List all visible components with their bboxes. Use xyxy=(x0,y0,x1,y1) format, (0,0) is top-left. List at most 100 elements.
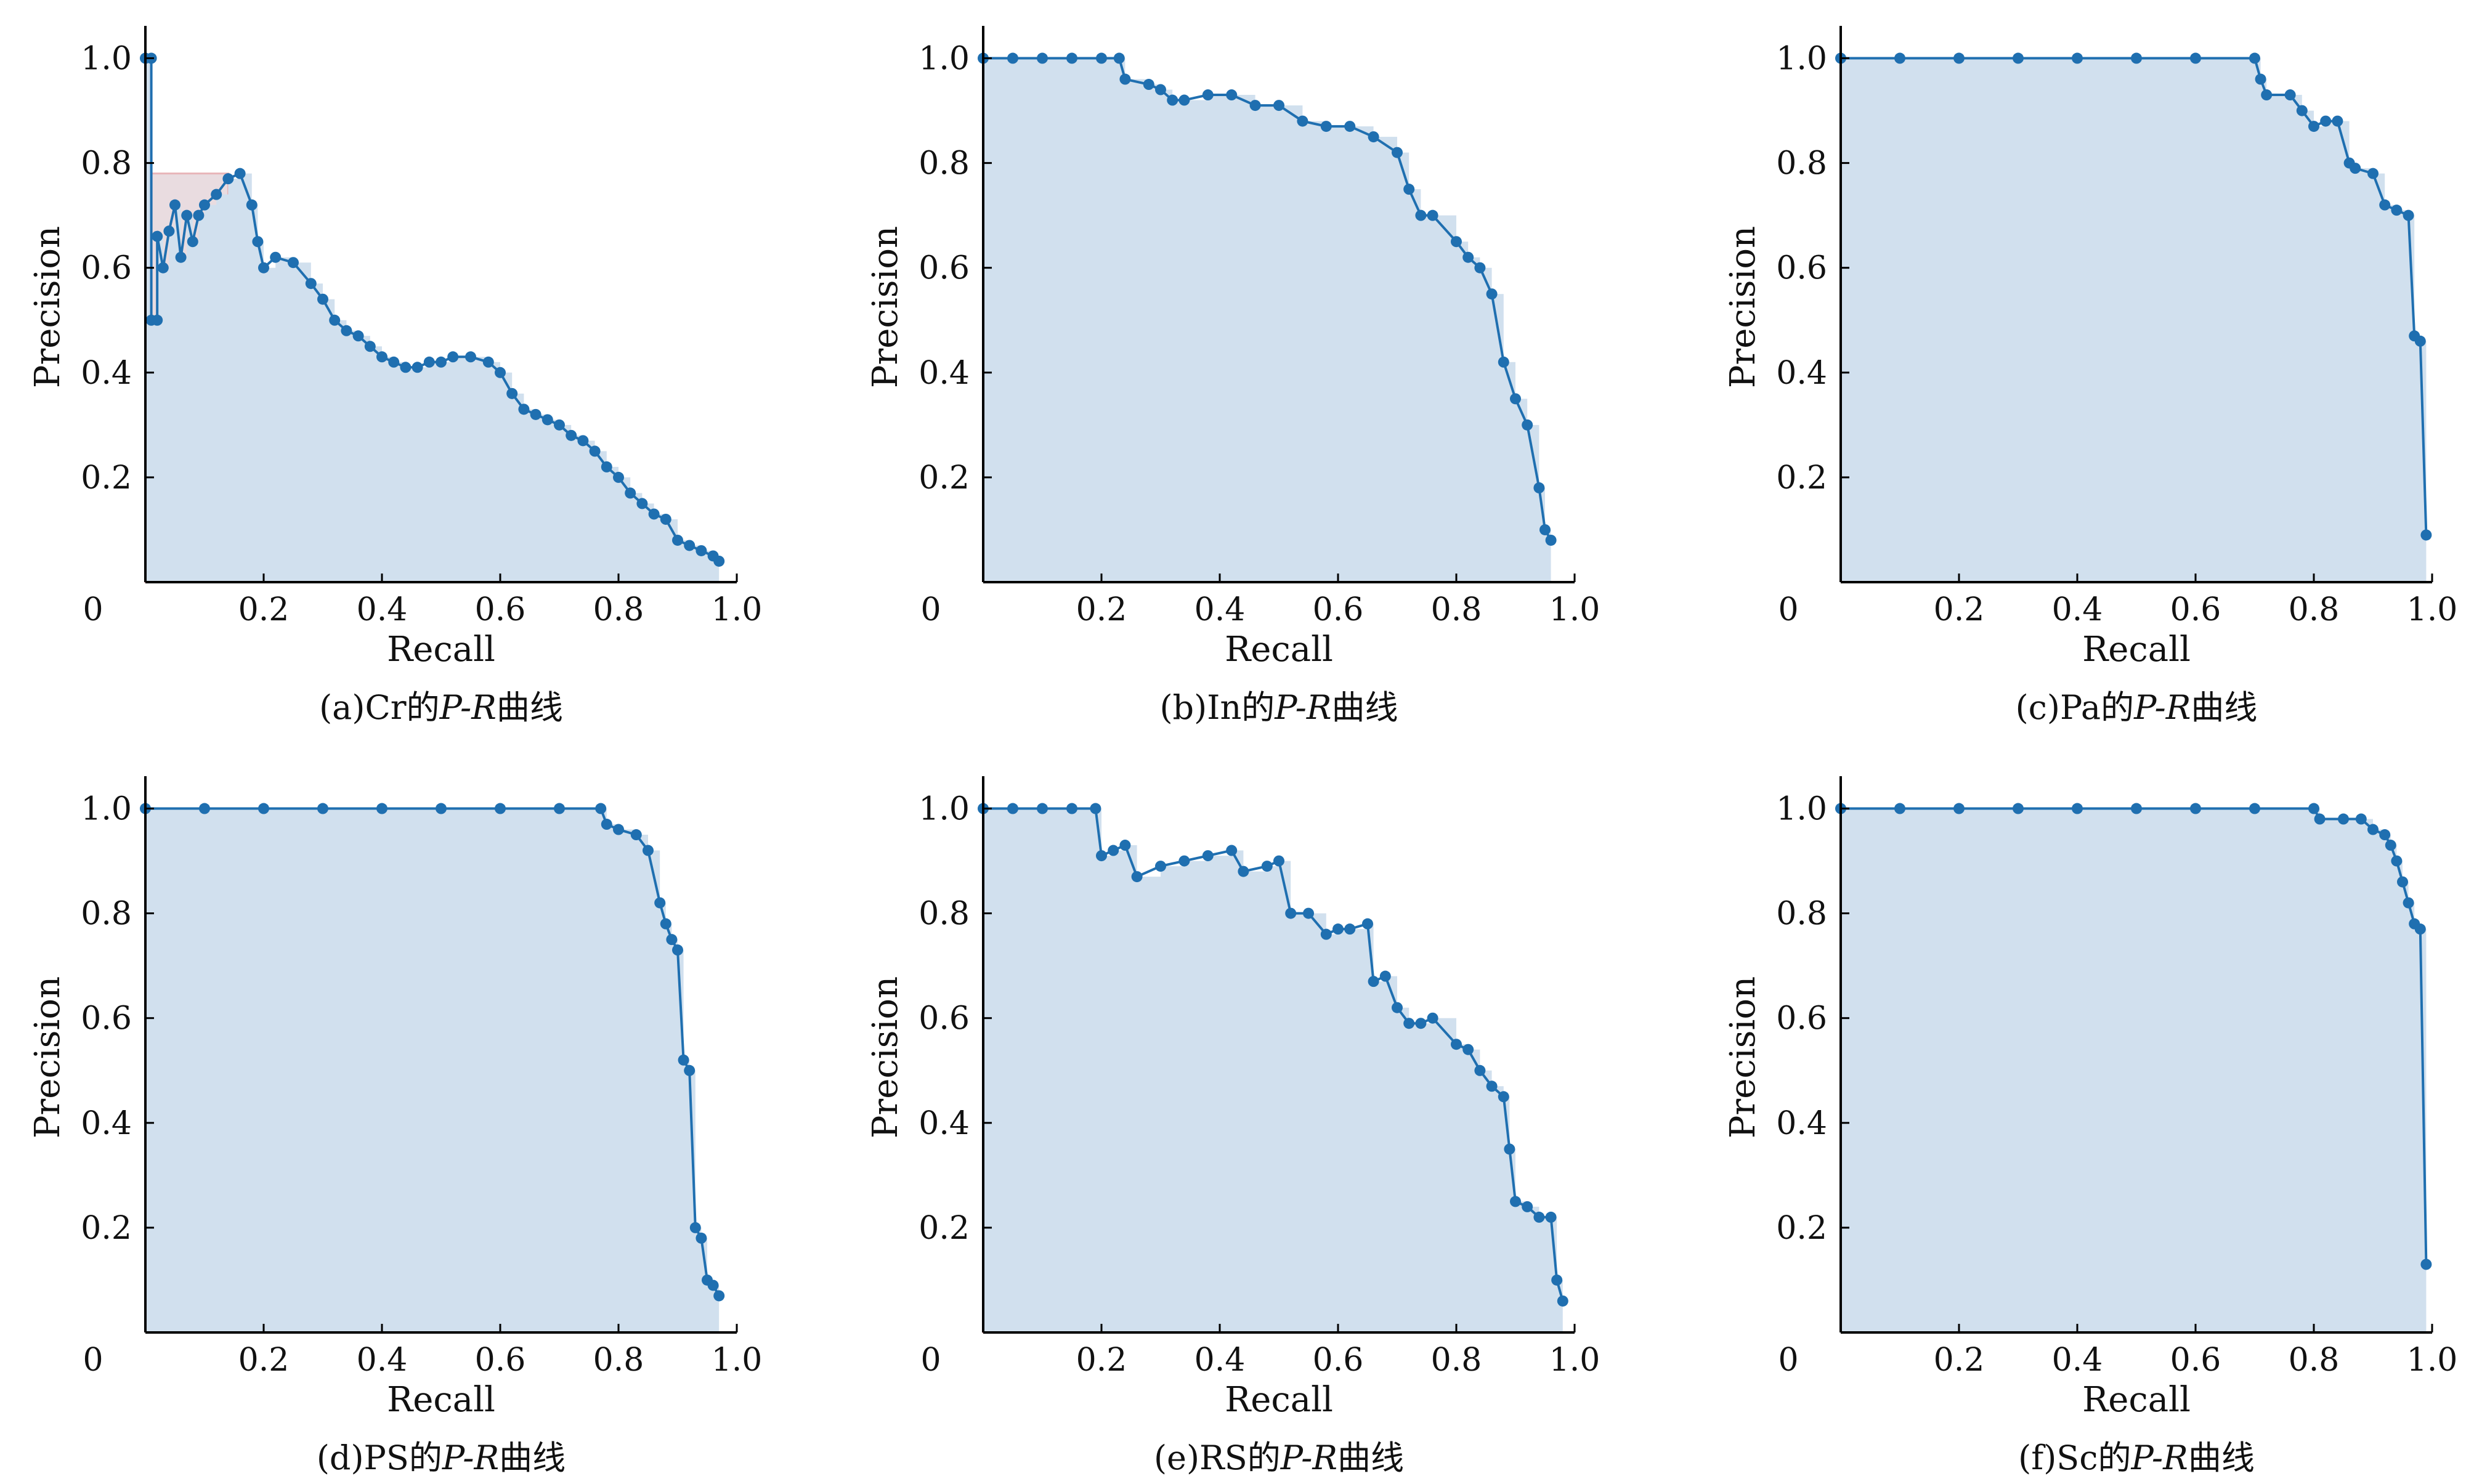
pr-point xyxy=(246,199,258,211)
pr-point xyxy=(1894,52,1905,64)
pr-point xyxy=(1131,871,1143,883)
x-tick-label: 0 xyxy=(83,1342,103,1379)
caption-prefix: (b)In的 xyxy=(1159,688,1275,727)
pr-point xyxy=(436,803,447,814)
pr-point xyxy=(1320,928,1332,940)
x-tick-label: 0.4 xyxy=(1194,591,1246,628)
pr-point xyxy=(1368,976,1379,987)
x-axis-label: Recall xyxy=(2082,630,2191,670)
x-tick-label: 0.4 xyxy=(357,1342,408,1379)
pr-point xyxy=(447,351,459,363)
y-tick-label: 0.6 xyxy=(1776,1000,1827,1037)
y-tick-label: 0.6 xyxy=(919,1000,970,1037)
pr-point xyxy=(2391,205,2403,216)
x-tick-label: 0.2 xyxy=(1076,591,1127,628)
pr-point xyxy=(2420,529,2432,541)
pr-curve-line xyxy=(983,807,1564,1302)
pr-point xyxy=(1297,115,1308,127)
pr-point xyxy=(1303,907,1314,919)
pr-point xyxy=(1474,262,1486,274)
pr-point xyxy=(541,414,553,426)
caption-suffix: 曲线 xyxy=(2188,1438,2255,1477)
y-tick-label: 0.6 xyxy=(81,1000,132,1037)
pr-point xyxy=(566,429,577,441)
pr-point xyxy=(2367,168,2379,179)
pr-point xyxy=(2072,803,2083,814)
pr-point xyxy=(1226,89,1238,101)
pr-point xyxy=(1155,861,1166,872)
pr-point xyxy=(1066,803,1077,814)
pr-point xyxy=(613,471,624,483)
pr-point xyxy=(1474,1064,1486,1076)
x-tick-label: 0.8 xyxy=(2289,591,2340,628)
pr-point xyxy=(1178,855,1190,867)
pr-point xyxy=(436,356,447,368)
pr-point xyxy=(482,356,494,368)
pr-point xyxy=(630,829,642,841)
pr-point xyxy=(666,934,678,946)
pr-point xyxy=(2013,52,2024,64)
pr-point xyxy=(258,803,269,814)
pr-point xyxy=(1108,845,1119,856)
pr-point xyxy=(1498,1091,1509,1103)
pr-point xyxy=(1202,850,1214,862)
caption-italic: P-R xyxy=(439,688,497,727)
x-tick-label: 0 xyxy=(1778,1342,1798,1379)
pr-point xyxy=(1392,147,1403,158)
pr-point xyxy=(2338,813,2349,825)
pr-area-fill xyxy=(145,58,720,583)
x-axis-label: Recall xyxy=(1225,630,1333,670)
pr-point xyxy=(1143,79,1154,91)
chart-panel-3: 0 0.2 0.4 0.6 0.8 1.0 0.2 0.4 0.6 0.8 1.0 Recall Pre… xyxy=(1723,26,2457,727)
pr-point xyxy=(1113,52,1125,64)
pr-point xyxy=(678,1054,689,1066)
x-tick-label: 0 xyxy=(920,1342,941,1379)
pr-point xyxy=(1167,94,1178,106)
pr-point xyxy=(376,803,387,814)
pr-point xyxy=(696,545,707,556)
x-tick-label: 0.8 xyxy=(1431,591,1482,628)
pr-point xyxy=(2284,89,2296,101)
pr-point xyxy=(696,1232,707,1244)
caption-italic: P-R xyxy=(442,1438,499,1477)
pr-point xyxy=(222,173,234,185)
pr-point xyxy=(1037,803,1048,814)
y-tick-label: 0.2 xyxy=(81,1210,132,1247)
pr-point xyxy=(654,897,666,909)
pr-point xyxy=(589,445,601,457)
pr-point xyxy=(1522,419,1533,431)
pr-point xyxy=(1261,861,1273,872)
pr-point xyxy=(2332,115,2343,127)
pr-point xyxy=(625,487,636,499)
y-tick-label: 0.4 xyxy=(919,1105,970,1142)
pr-point xyxy=(1522,1201,1533,1212)
x-tick-label: 0.6 xyxy=(2170,1342,2221,1379)
pr-point xyxy=(270,251,282,263)
pr-point xyxy=(2355,813,2367,825)
pr-point xyxy=(495,367,506,378)
pr-point xyxy=(1226,845,1238,856)
pr-point xyxy=(2314,813,2326,825)
pr-point xyxy=(1096,52,1107,64)
pr-point xyxy=(211,189,222,200)
pr-point xyxy=(713,555,725,567)
pr-point xyxy=(672,944,683,956)
y-tick-label: 1.0 xyxy=(919,791,970,828)
x-tick-label: 1.0 xyxy=(712,1342,763,1379)
pr-point xyxy=(2190,52,2201,64)
pr-point xyxy=(713,1290,725,1302)
pr-point xyxy=(1504,1143,1515,1155)
caption-suffix: 曲线 xyxy=(1332,688,1398,727)
pr-point xyxy=(2379,199,2391,211)
pr-point xyxy=(636,498,648,509)
pr-point xyxy=(2249,52,2260,64)
pr-point xyxy=(1392,1002,1403,1013)
pr-point xyxy=(506,387,518,399)
y-axis-label: Precision xyxy=(866,976,906,1138)
pr-point xyxy=(2403,897,2414,909)
pr-point xyxy=(364,341,376,352)
x-tick-label: 1.0 xyxy=(2407,1342,2458,1379)
pr-point xyxy=(2397,876,2408,888)
pr-point xyxy=(1486,288,1498,300)
caption-suffix: 曲线 xyxy=(497,688,563,727)
